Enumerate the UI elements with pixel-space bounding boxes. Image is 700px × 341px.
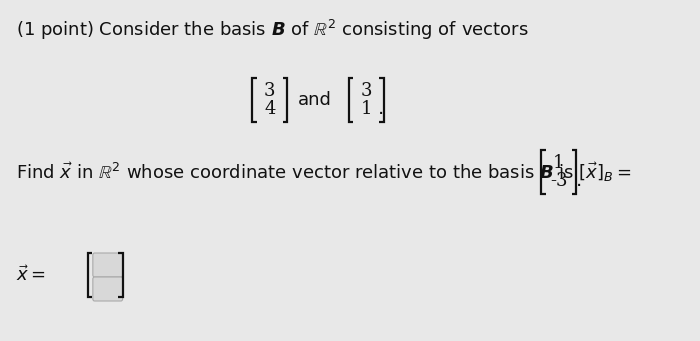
Text: and: and [298, 91, 332, 109]
Text: 1: 1 [553, 154, 564, 172]
Text: 4: 4 [264, 100, 275, 118]
Text: 1: 1 [360, 100, 372, 118]
Text: .: . [379, 100, 384, 119]
FancyBboxPatch shape [93, 253, 122, 277]
Text: .: . [576, 172, 582, 191]
Text: $\vec{x} =$: $\vec{x} =$ [16, 265, 46, 285]
Text: 3: 3 [360, 82, 372, 100]
Text: 3: 3 [264, 82, 276, 100]
Text: -3: -3 [550, 172, 568, 190]
FancyBboxPatch shape [93, 277, 122, 301]
Text: Find $\vec{x}$ in $\mathbb{R}^2$ whose coordinate vector relative to the basis $: Find $\vec{x}$ in $\mathbb{R}^2$ whose c… [16, 161, 631, 183]
Text: (1 point) Consider the basis $\boldsymbol{B}$ of $\mathbb{R}^2$ consisting of ve: (1 point) Consider the basis $\boldsymbo… [16, 18, 528, 42]
